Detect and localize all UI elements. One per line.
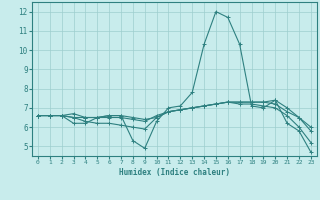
X-axis label: Humidex (Indice chaleur): Humidex (Indice chaleur): [119, 168, 230, 177]
